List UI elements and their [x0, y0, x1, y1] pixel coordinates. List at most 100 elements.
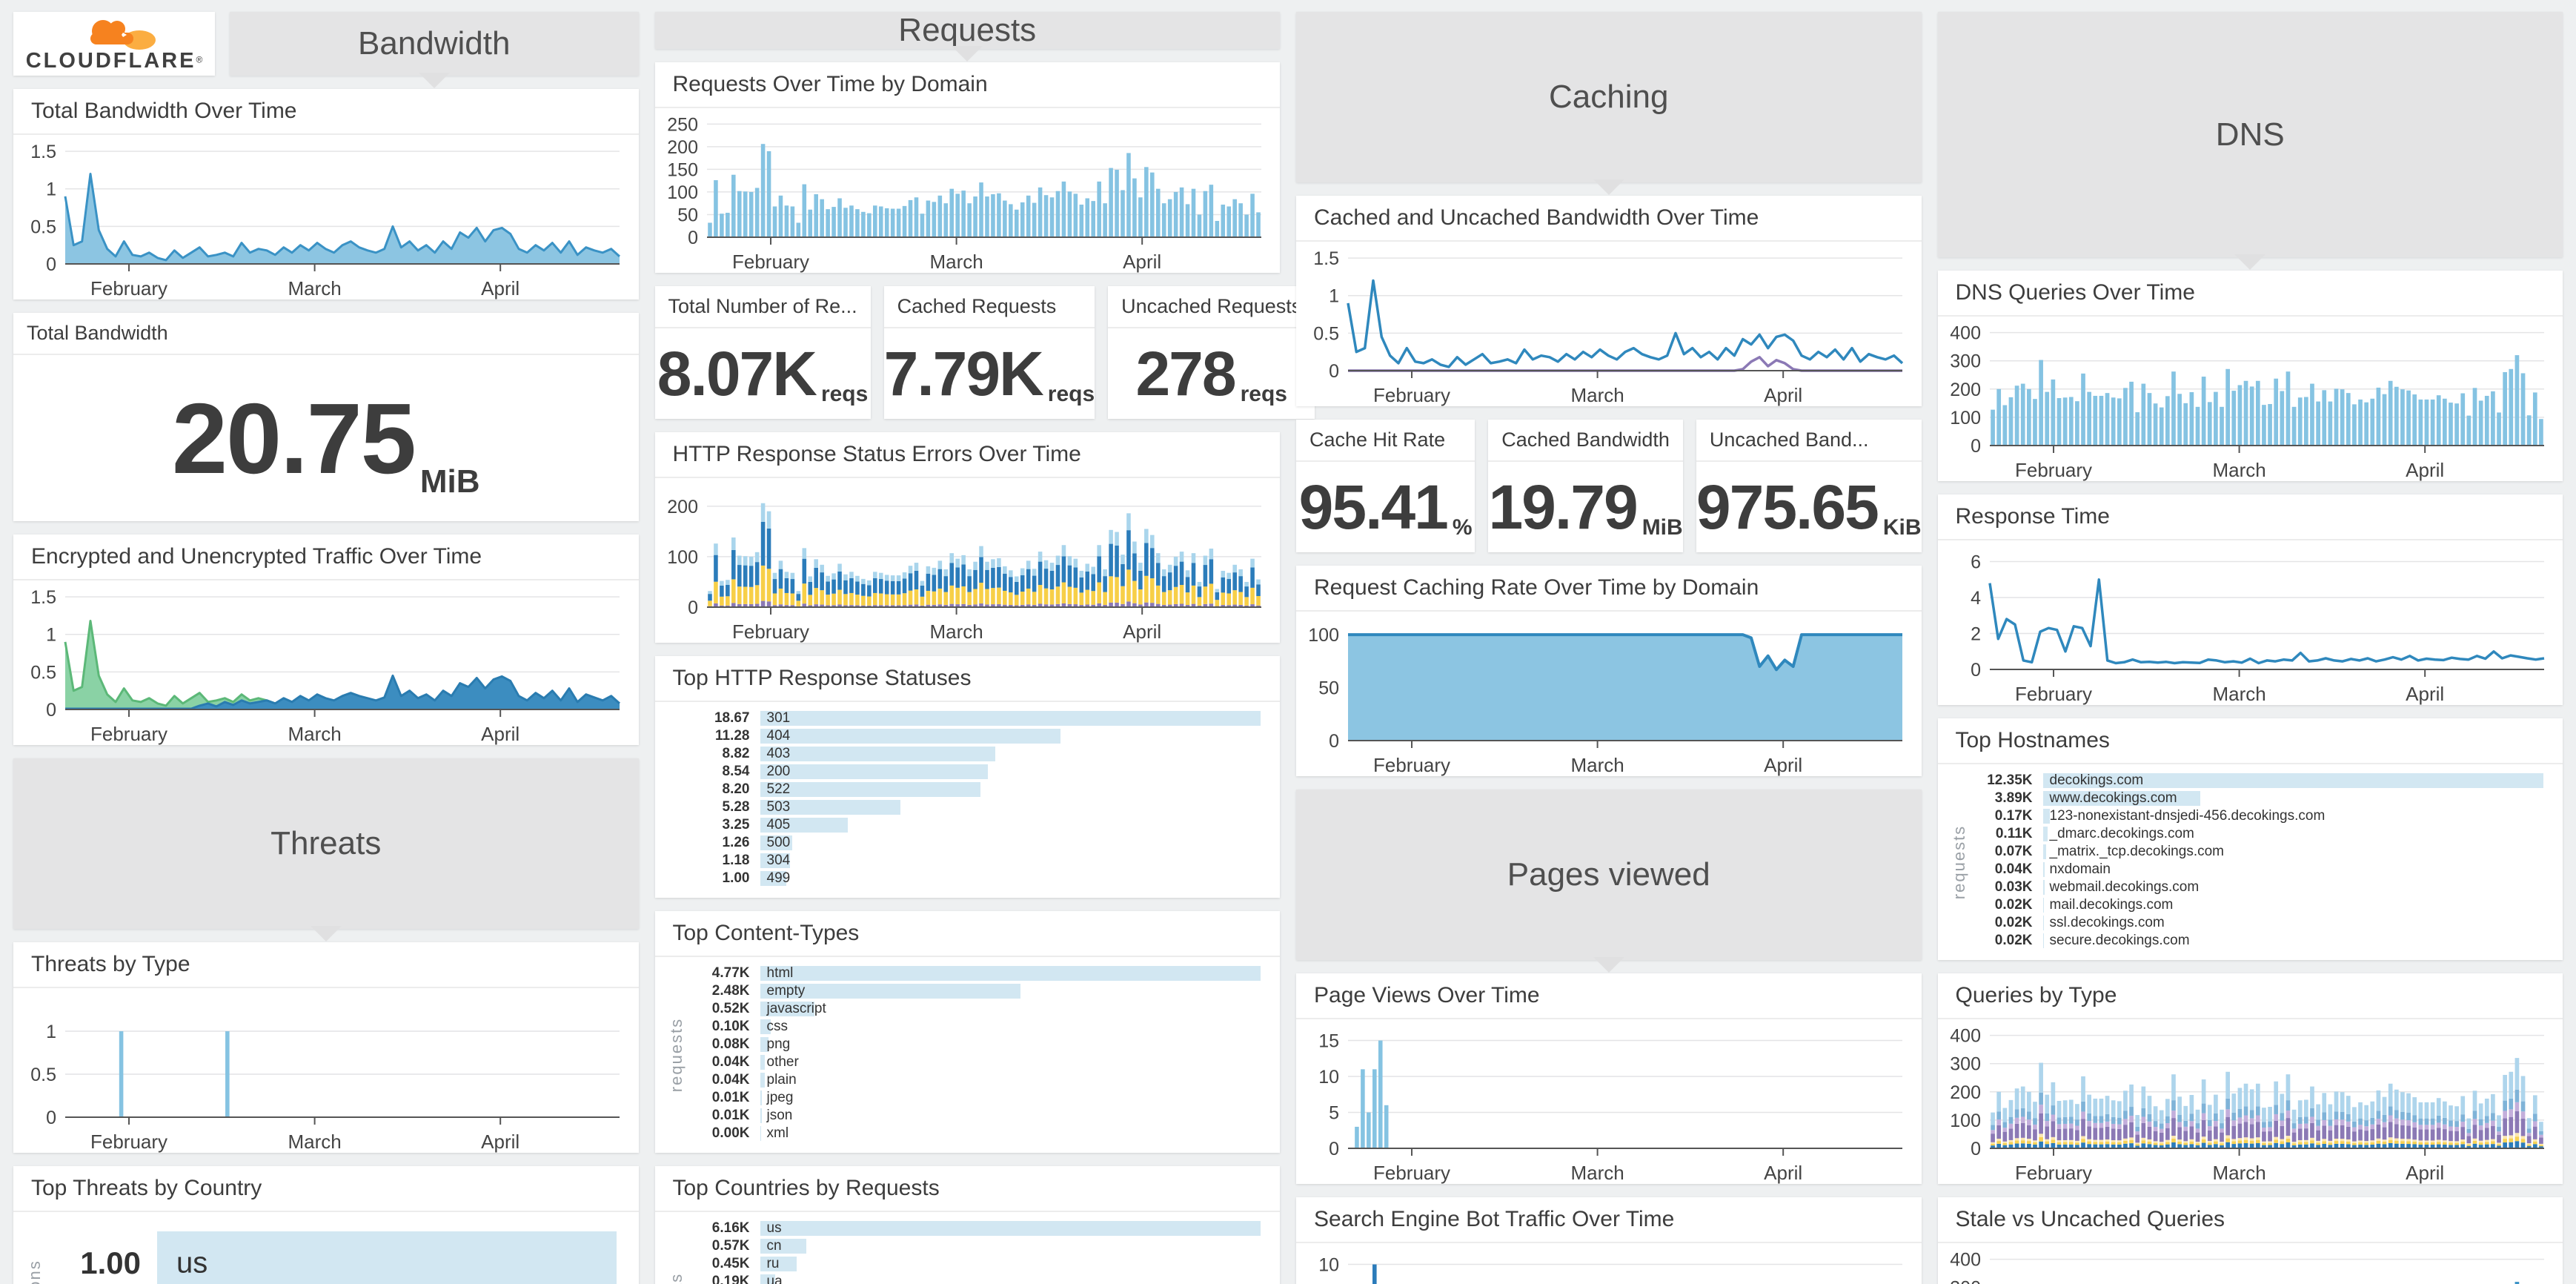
panel-title: Total Bandwidth Over Time	[13, 89, 639, 135]
section-title: Requests	[898, 12, 1037, 48]
stat-unit: MiB	[419, 463, 480, 500]
request-caching-rate-chart: 0 50 100 February March April	[1296, 612, 1922, 776]
list-item: 0.52K javascript	[711, 1001, 826, 1016]
section-title: Bandwidth	[358, 25, 511, 62]
svg-text:0: 0	[1971, 436, 1981, 457]
column-caching: Caching Cached and Uncached Bandwidth Ov…	[1296, 12, 1922, 1284]
svg-text:1.5: 1.5	[30, 587, 56, 608]
stat-title: Cached Requests	[883, 286, 1095, 328]
svg-text:0: 0	[1971, 660, 1981, 681]
panel-page-views: Page Views Over Time 0 5 10 15 February March…	[1296, 973, 1922, 1184]
svg-text:February: February	[1373, 1162, 1450, 1184]
svg-text:April: April	[1764, 754, 1802, 776]
svg-text:300: 300	[1950, 1054, 1981, 1075]
list-item: 0.01K jpeg	[711, 1090, 794, 1105]
list-item: 0.07K _matrix._tcp.decokings.com	[1994, 844, 2224, 859]
top-countries-by-requests-list: requests6.16Kus0.57Kcn0.45Kru0.19Kua0.18…	[655, 1212, 1281, 1284]
stat-value: 19.79	[1488, 471, 1638, 542]
section-header-pages-viewed: Pages viewed	[1296, 790, 1922, 973]
total-requests-stat: 8.07K reqs	[655, 328, 871, 419]
stat-unit: %	[1452, 515, 1473, 540]
panel-title: Response Time	[1937, 494, 2563, 540]
section-header-caching: Caching	[1296, 12, 1922, 195]
panel-cached-bandwidth: Cached Bandwidth 19.79 MiB	[1488, 420, 1683, 552]
stat-value: 7.79K	[883, 338, 1044, 408]
panel-title: Threats by Type	[13, 942, 639, 988]
panel-title: Request Caching Rate Over Time by Domain	[1296, 566, 1922, 612]
column-bandwidth: CLOUDFLARE® Bandwidth Total Bandwidth Ov…	[13, 12, 639, 1284]
panel-search-bots: Search Engine Bot Traffic Over Time 0510…	[1296, 1197, 1922, 1284]
list-item: 4.77K html	[692, 965, 1261, 981]
stat-unit: reqs	[820, 382, 869, 406]
panel-total-requests: Total Number of Re... 8.07K reqs	[654, 286, 871, 419]
svg-text:March: March	[288, 1131, 341, 1153]
svg-text:4: 4	[1971, 588, 1981, 609]
list-item: 8.20 522	[692, 781, 1261, 797]
svg-text:April: April	[1123, 251, 1161, 273]
section-title: Pages viewed	[1507, 856, 1710, 893]
panel-uncached-requests: Uncached Requests 278 reqs	[1108, 286, 1315, 419]
svg-text:February: February	[731, 621, 809, 643]
svg-text:0.5: 0.5	[30, 1065, 56, 1085]
list-item: 0.57K cn	[692, 1238, 1261, 1254]
y-axis-label: requests	[1949, 824, 1968, 900]
svg-text:2: 2	[1971, 624, 1981, 645]
cloudflare-cloud-icon	[90, 19, 156, 50]
list-item: 0.19K ua	[692, 1274, 1261, 1284]
svg-text:April: April	[1123, 621, 1161, 643]
list-item: 0.02K ssl.decokings.com	[1994, 915, 2165, 930]
svg-text:5: 5	[1329, 1103, 1339, 1124]
list-item: 3.89K www.decokings.com	[1975, 790, 2544, 806]
svg-text:March: March	[929, 251, 983, 273]
svg-text:50: 50	[1318, 678, 1339, 699]
stat-value: 8.07K	[657, 338, 817, 408]
svg-text:300: 300	[1950, 351, 1981, 372]
y-axis-label: requests	[667, 1269, 686, 1284]
svg-text:1.5: 1.5	[30, 142, 56, 162]
svg-text:March: March	[1570, 754, 1624, 776]
svg-text:0: 0	[46, 1108, 56, 1128]
list-item: 0.04K other	[711, 1054, 799, 1070]
top-hostnames-list: requests 12.35K decokings.com 3.89K www.deco…	[1938, 764, 2563, 960]
svg-text:March: March	[1570, 384, 1624, 406]
section-title: Threats	[270, 825, 382, 861]
list-item: 0.04K nxdomain	[1994, 861, 2111, 877]
svg-text:200: 200	[667, 497, 698, 517]
stat-unit: KiB	[1882, 515, 1922, 540]
svg-text:February: February	[2014, 683, 2091, 705]
list-item: 8.82 403	[692, 746, 1261, 761]
svg-text:1.5: 1.5	[1313, 248, 1339, 269]
y-axis-label: requests	[666, 1017, 686, 1093]
svg-text:February: February	[90, 1131, 167, 1153]
requests-over-time-chart: 0 50 100 150 200 250 February March April	[655, 108, 1281, 273]
svg-text:300: 300	[1950, 1278, 1981, 1284]
svg-text:0: 0	[46, 254, 56, 275]
list-item: 1.26 500	[692, 835, 1261, 850]
panel-title: Queries by Type	[1937, 973, 2563, 1019]
list-item: 2.48K empty	[692, 983, 1261, 999]
section-header-threats: Threats	[13, 758, 639, 942]
stat-unit: reqs	[1240, 382, 1287, 406]
svg-text:6: 6	[1971, 552, 1981, 573]
list-item: 3.25 405	[692, 817, 1261, 833]
svg-text:March: March	[2212, 683, 2265, 705]
svg-text:400: 400	[1950, 1250, 1981, 1271]
svg-text:100: 100	[1308, 625, 1339, 646]
svg-text:April: April	[481, 723, 519, 745]
section-header-requests: Requests	[654, 12, 1280, 62]
list-item: 0.08K png	[711, 1036, 791, 1052]
stat-unit: MiB	[1641, 515, 1683, 540]
panel-dns-queries: DNS Queries Over Time 0 100 200 300 400 Febru…	[1937, 271, 2563, 481]
panel-request-caching-rate: Request Caching Rate Over Time by Domain…	[1296, 566, 1922, 776]
stat-title: Cached Bandwidth	[1488, 420, 1683, 462]
threats-by-type-chart: 0 0.5 1 February March April	[13, 988, 639, 1153]
svg-text:April: April	[2406, 1162, 2444, 1184]
dns-queries-over-time-chart: 0 100 200 300 400 February March April	[1938, 317, 2563, 481]
response-time-chart: 0 2 4 6 February March April	[1938, 540, 2563, 705]
panel-http-errors: HTTP Response Status Errors Over Time 0 1…	[654, 432, 1281, 643]
svg-text:April: April	[481, 1131, 519, 1153]
top-threats-by-country-list: operations1.00us1.00nl	[13, 1212, 639, 1284]
http-errors-chart: 0 100 200 February March April	[655, 478, 1281, 643]
svg-text:0: 0	[1971, 1139, 1981, 1159]
